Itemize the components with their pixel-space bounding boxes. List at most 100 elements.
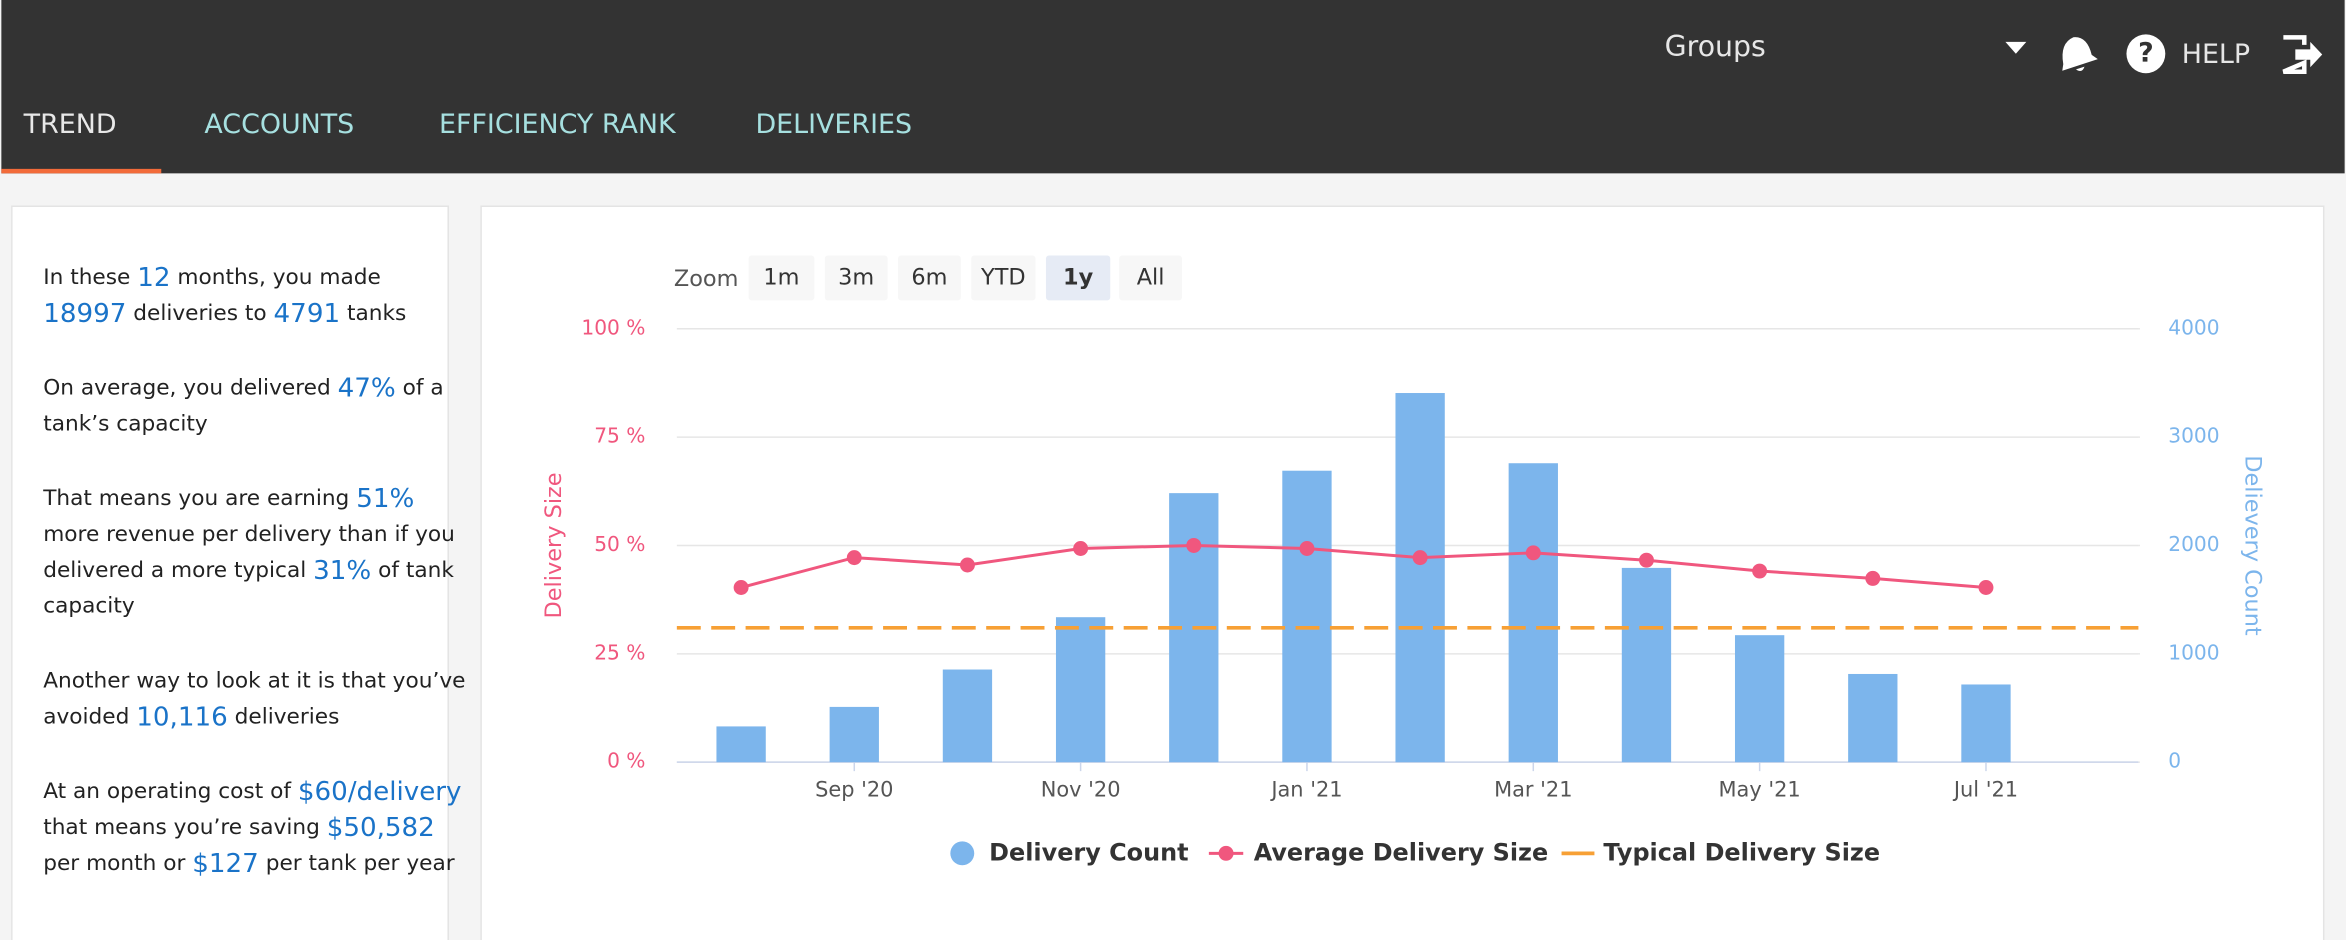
line-point	[1978, 580, 1994, 595]
summary-line: more revenue per delivery than if you	[43, 522, 455, 547]
line-point	[733, 580, 749, 595]
summary-text: tank’s capacity	[43, 411, 208, 436]
summary-highlight: $50,582	[327, 812, 435, 842]
zoom-button-label[interactable]: 1m	[763, 264, 799, 290]
summary-line: In these 12 months, you made	[43, 262, 381, 292]
nav-tab[interactable]: TREND	[23, 109, 117, 140]
zoom-button[interactable]	[748, 255, 815, 301]
bell-icon[interactable]	[2054, 32, 2100, 76]
dropdown-arrow[interactable]	[2005, 41, 2027, 54]
bar	[1734, 635, 1785, 763]
line	[740, 543, 1987, 589]
y2-tick-label: 0	[2168, 749, 2181, 773]
summary-highlight: 18997	[43, 298, 126, 328]
summary-highlight: $60/delivery	[298, 777, 462, 807]
line-point	[1865, 570, 1881, 586]
legend-label[interactable]: Delivery Count	[989, 838, 1188, 866]
nav-tab[interactable]: EFFICIENCY RANK	[439, 109, 677, 140]
zoom-button-label[interactable]: 3m	[838, 264, 874, 290]
summary-text: delivered a more typical	[43, 558, 313, 583]
summary-highlight: 31%	[313, 555, 371, 585]
summary-line: per month or $127 per tank per year	[43, 848, 455, 878]
summary-text: more revenue per delivery than if you	[43, 522, 455, 547]
x-tick-label: Jan '21	[1269, 778, 1342, 802]
help-icon-glyph: ?	[2138, 37, 2154, 68]
y2-tick-label: 3000	[2168, 424, 2219, 448]
x-tick-label: Nov '20	[1041, 778, 1121, 802]
summary-text: That means you are earning	[42, 486, 356, 511]
summary-line: 18997 deliveries to 4791 tanks	[43, 298, 406, 328]
summary-line: Another way to look at it is that you’ve	[43, 668, 465, 693]
logout-arrow[interactable]	[2295, 41, 2323, 68]
y2-tick-label: 1000	[2168, 640, 2219, 664]
summary-highlight: 12	[137, 262, 170, 292]
y2-axis-title: Delievery Count	[2239, 455, 2265, 636]
summary-text: that means you’re saving	[43, 815, 327, 840]
line-point	[1525, 545, 1541, 561]
summary-line: avoided 10,116 deliveries	[43, 702, 339, 732]
summary-line: At an operating cost of $60/delivery	[43, 777, 461, 807]
summary-line: tank’s capacity	[43, 411, 208, 436]
x-tick-label: Jul '21	[1952, 778, 2018, 802]
bar	[829, 706, 879, 763]
legend-symbol[interactable]	[1218, 845, 1234, 861]
summary-text: tanks	[340, 301, 406, 326]
line-point	[959, 557, 975, 573]
zoom-button[interactable]	[824, 255, 888, 301]
help-icon[interactable]	[2126, 34, 2166, 74]
header-bar	[1, 0, 2345, 174]
group-dropdown[interactable]: Groups	[1665, 30, 1766, 63]
line-point	[1752, 563, 1768, 579]
summary-card	[11, 205, 449, 940]
zoom-button-label[interactable]: 1y	[1063, 264, 1094, 290]
zoom-button[interactable]	[1045, 255, 1111, 301]
y-tick-label: 50 %	[594, 532, 645, 556]
zoom-button-label[interactable]: All	[1137, 264, 1165, 290]
y2-tick-label: 2000	[2168, 532, 2219, 556]
summary-text: deliveries to	[126, 301, 273, 326]
legend-symbol[interactable]	[950, 841, 975, 866]
summary-text: months, you made	[171, 265, 381, 290]
zoom-button[interactable]	[971, 255, 1036, 301]
summary-line: capacity	[43, 594, 135, 619]
bar	[1961, 684, 2011, 763]
x-tick-label: May '21	[1719, 778, 1801, 802]
zoom-button[interactable]	[1119, 255, 1182, 301]
legend-label[interactable]: Average Delivery Size	[1254, 838, 1549, 866]
nav-tab[interactable]: DELIVERIES	[755, 109, 912, 140]
y-tick-label: 0 %	[607, 749, 645, 773]
bar	[1282, 470, 1332, 763]
tab-bar: TREND ACCOUNTS EFFICIENCY RANK DELIVERIES	[1, 109, 912, 174]
active-tab-underline	[1, 168, 162, 174]
legend-label[interactable]: Typical Delivery Size	[1603, 838, 1880, 866]
summary-highlight: 47%	[338, 373, 396, 403]
zoom-button-label[interactable]: 6m	[911, 264, 947, 290]
summary-text: per tank per year	[259, 851, 455, 876]
line-point	[1638, 552, 1654, 568]
summary-text: per month or	[43, 851, 192, 876]
logout-icon[interactable]	[2282, 35, 2307, 74]
bar	[942, 669, 993, 763]
summary-highlight: 4791	[274, 298, 341, 328]
summary: In these 12 months, you made 18997 delive…	[42, 262, 465, 878]
summary-highlight: $127	[192, 848, 259, 878]
help-link[interactable]: HELP	[2182, 39, 2250, 70]
summary-text: capacity	[43, 594, 135, 619]
bar	[1395, 393, 1445, 763]
y-tick-label: 100 %	[581, 315, 645, 339]
summary-line: that means you’re saving $50,582	[43, 812, 435, 842]
zoom-button-label[interactable]: YTD	[980, 264, 1026, 290]
summary-text: avoided	[43, 704, 136, 729]
line-point	[1412, 550, 1428, 566]
nav-tab[interactable]: ACCOUNTS	[204, 109, 354, 140]
zoom-label: Zoom	[674, 266, 739, 292]
y-tick-label: 75 %	[594, 424, 645, 448]
bar	[1055, 617, 1106, 763]
zoom-button[interactable]	[898, 255, 961, 301]
summary-text: Another way to look at it is that you’ve	[43, 668, 465, 693]
bar	[1508, 463, 1558, 763]
summary-text: At an operating cost of	[43, 779, 298, 804]
line-point	[1186, 537, 1202, 553]
